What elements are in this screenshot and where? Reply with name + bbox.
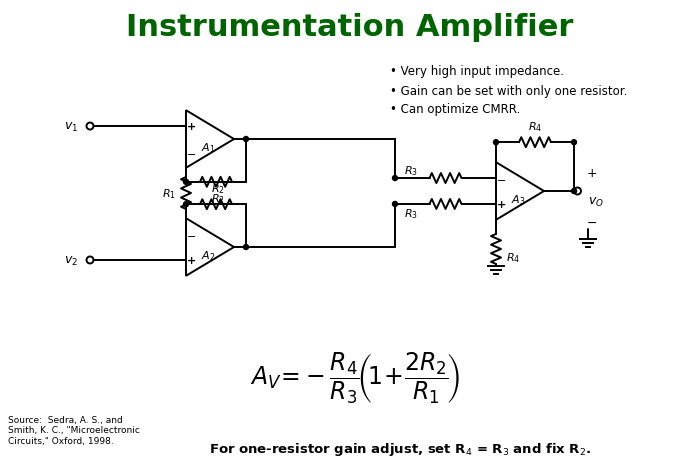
Text: $R_2$: $R_2$ xyxy=(211,182,225,196)
Text: $R_4$: $R_4$ xyxy=(506,250,520,264)
Text: $v_1$: $v_1$ xyxy=(64,120,78,133)
Text: $R_1$: $R_1$ xyxy=(162,187,176,200)
Text: $A_1$: $A_1$ xyxy=(201,141,215,155)
Text: $-$: $-$ xyxy=(496,174,506,184)
Text: +: + xyxy=(186,122,195,132)
Circle shape xyxy=(244,137,248,142)
Circle shape xyxy=(571,140,577,145)
Text: +: + xyxy=(496,200,505,209)
Text: Source:  Sedra, A. S., and
Smith, K. C., "Microelectronic
Circuits," Oxford, 199: Source: Sedra, A. S., and Smith, K. C., … xyxy=(8,415,140,445)
Text: $v_O$: $v_O$ xyxy=(588,195,604,209)
Text: +: + xyxy=(587,167,597,180)
Circle shape xyxy=(183,202,188,207)
Text: $R_3$: $R_3$ xyxy=(403,206,417,220)
Circle shape xyxy=(494,140,498,145)
Circle shape xyxy=(571,189,577,194)
Text: +: + xyxy=(186,256,195,265)
Text: • Very high input impedance.: • Very high input impedance. xyxy=(390,65,564,78)
Circle shape xyxy=(244,245,248,250)
Text: Instrumentation Amplifier: Instrumentation Amplifier xyxy=(126,13,574,43)
Text: $R_4$: $R_4$ xyxy=(528,120,542,134)
Text: $-$: $-$ xyxy=(186,148,196,157)
Text: $A_2$: $A_2$ xyxy=(201,249,215,263)
Text: $A_V\!=\!-\dfrac{R_4}{R_3}\!\left(\!1\!+\!\dfrac{2R_2}{R_1}\!\right)$: $A_V\!=\!-\dfrac{R_4}{R_3}\!\left(\!1\!+… xyxy=(250,350,460,405)
Circle shape xyxy=(393,176,398,181)
Text: $-$: $-$ xyxy=(186,230,196,239)
Text: For one-resistor gain adjust, set R$_4$ = R$_3$ and fix R$_2$.: For one-resistor gain adjust, set R$_4$ … xyxy=(209,441,591,457)
Text: $R_2$: $R_2$ xyxy=(211,191,225,205)
Text: • Can optimize CMRR.: • Can optimize CMRR. xyxy=(390,103,520,116)
Text: $A_3$: $A_3$ xyxy=(511,193,525,206)
Text: $-$: $-$ xyxy=(587,215,598,228)
Text: $v_2$: $v_2$ xyxy=(64,254,78,267)
Circle shape xyxy=(183,180,188,185)
Circle shape xyxy=(393,202,398,207)
Text: • Gain can be set with only one resistor.: • Gain can be set with only one resistor… xyxy=(390,84,627,97)
Text: $R_3$: $R_3$ xyxy=(403,164,417,177)
